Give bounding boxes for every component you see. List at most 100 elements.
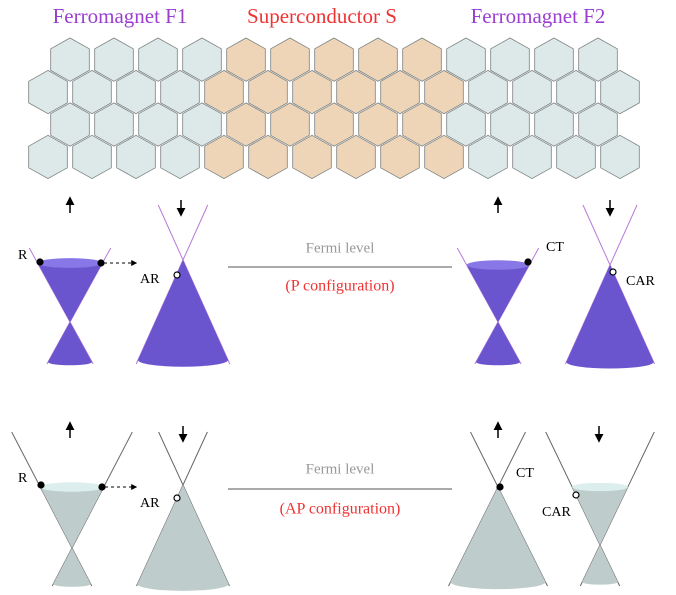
- r-label: R: [18, 471, 28, 486]
- label-f2: Ferromagnet F2: [471, 4, 606, 28]
- hexagon: [534, 102, 574, 147]
- hexagon: [424, 69, 464, 115]
- car-label: CAR: [626, 274, 655, 289]
- cone-edge: [158, 431, 230, 587]
- state-dot: [173, 494, 181, 502]
- hexagon: [578, 102, 618, 147]
- hexagon: [336, 69, 376, 115]
- cone-fill: [572, 487, 628, 545]
- hexagon: [182, 102, 222, 147]
- state-dot: [572, 491, 580, 499]
- hexagon: [160, 134, 200, 180]
- cone-base: [137, 577, 229, 591]
- hexagon: [600, 69, 640, 115]
- hexagon: [600, 134, 640, 180]
- cone-base: [138, 353, 228, 367]
- cone-fill: [37, 263, 103, 322]
- state-dot: [36, 258, 44, 266]
- hexagon: [512, 69, 552, 115]
- hexagon: [336, 134, 376, 180]
- hexagon: [468, 69, 508, 115]
- hexagon: [314, 37, 354, 82]
- hexagon: [94, 37, 134, 82]
- hexagon: [270, 37, 310, 82]
- ar-label: AR: [140, 496, 160, 511]
- hexagon: [446, 102, 486, 147]
- cone-base: [53, 581, 91, 587]
- fermi-label: Fermi level: [306, 461, 375, 477]
- config-label: (P configuration): [285, 278, 394, 295]
- hexagon: [380, 134, 420, 180]
- cone-edge: [136, 431, 208, 587]
- cone-fill: [582, 545, 618, 582]
- hexagon: [182, 37, 222, 82]
- hexagon: [50, 102, 90, 147]
- hexagon: [204, 69, 244, 115]
- cone-fill: [53, 548, 91, 584]
- cone-surface: [466, 260, 530, 270]
- hexagon: [490, 102, 530, 147]
- hexagon: [204, 134, 244, 180]
- hexagon: [468, 134, 508, 180]
- hexagon: [28, 134, 68, 180]
- hexagon: [556, 134, 596, 180]
- hexagon: [402, 102, 442, 147]
- label-f1: Ferromagnet F1: [53, 4, 188, 28]
- cone-base: [476, 358, 520, 366]
- cone-fill: [476, 322, 520, 362]
- ct-label: CT: [516, 466, 534, 481]
- hexagon: [556, 69, 596, 115]
- cone-edge: [51, 431, 133, 587]
- cone-base: [582, 579, 618, 585]
- cone-fill: [450, 487, 546, 582]
- state-dot: [609, 268, 617, 276]
- hexagon: [292, 134, 332, 180]
- state-dot: [98, 483, 106, 491]
- cone-surface: [572, 482, 628, 492]
- hexagon: [226, 37, 266, 82]
- cone-fill: [138, 260, 228, 360]
- hexagon: [292, 69, 332, 115]
- hexagon: [490, 37, 530, 82]
- cone-edge: [28, 247, 94, 365]
- hexagon: [94, 102, 134, 147]
- hexagon: [402, 37, 442, 82]
- state-dot: [173, 271, 181, 279]
- cone-fill: [566, 265, 654, 362]
- hexagon: [314, 102, 354, 147]
- hexagon: [226, 102, 266, 147]
- hexagon: [512, 134, 552, 180]
- hexagon: [358, 102, 398, 147]
- hexagon: [248, 134, 288, 180]
- hexagon: [50, 37, 90, 82]
- state-dot: [97, 259, 105, 267]
- cone-surface: [37, 258, 103, 268]
- hexagon: [160, 69, 200, 115]
- lattice: [28, 37, 640, 180]
- cone-fill: [40, 487, 104, 548]
- hexagon: [72, 69, 112, 115]
- config-label: (AP configuration): [280, 501, 401, 518]
- hexagon: [116, 134, 156, 180]
- ar-label: AR: [140, 272, 160, 287]
- cone-base: [450, 574, 546, 590]
- hexagon: [248, 69, 288, 115]
- fermi-label: Fermi level: [306, 240, 375, 256]
- hexagon: [116, 69, 156, 115]
- car-label: CAR: [542, 505, 571, 520]
- state-dot: [37, 481, 45, 489]
- hexagon: [446, 37, 486, 82]
- hexagon: [72, 134, 112, 180]
- hexagon: [138, 102, 178, 147]
- state-dot: [496, 483, 504, 491]
- cone-base: [566, 355, 654, 369]
- ct-label: CT: [546, 240, 564, 255]
- hexagon: [424, 134, 464, 180]
- hexagon: [28, 69, 68, 115]
- hexagon: [270, 102, 310, 147]
- label-s: Superconductor S: [247, 4, 397, 28]
- cone-edge: [46, 247, 112, 365]
- hexagon: [380, 69, 420, 115]
- hexagon: [534, 37, 574, 82]
